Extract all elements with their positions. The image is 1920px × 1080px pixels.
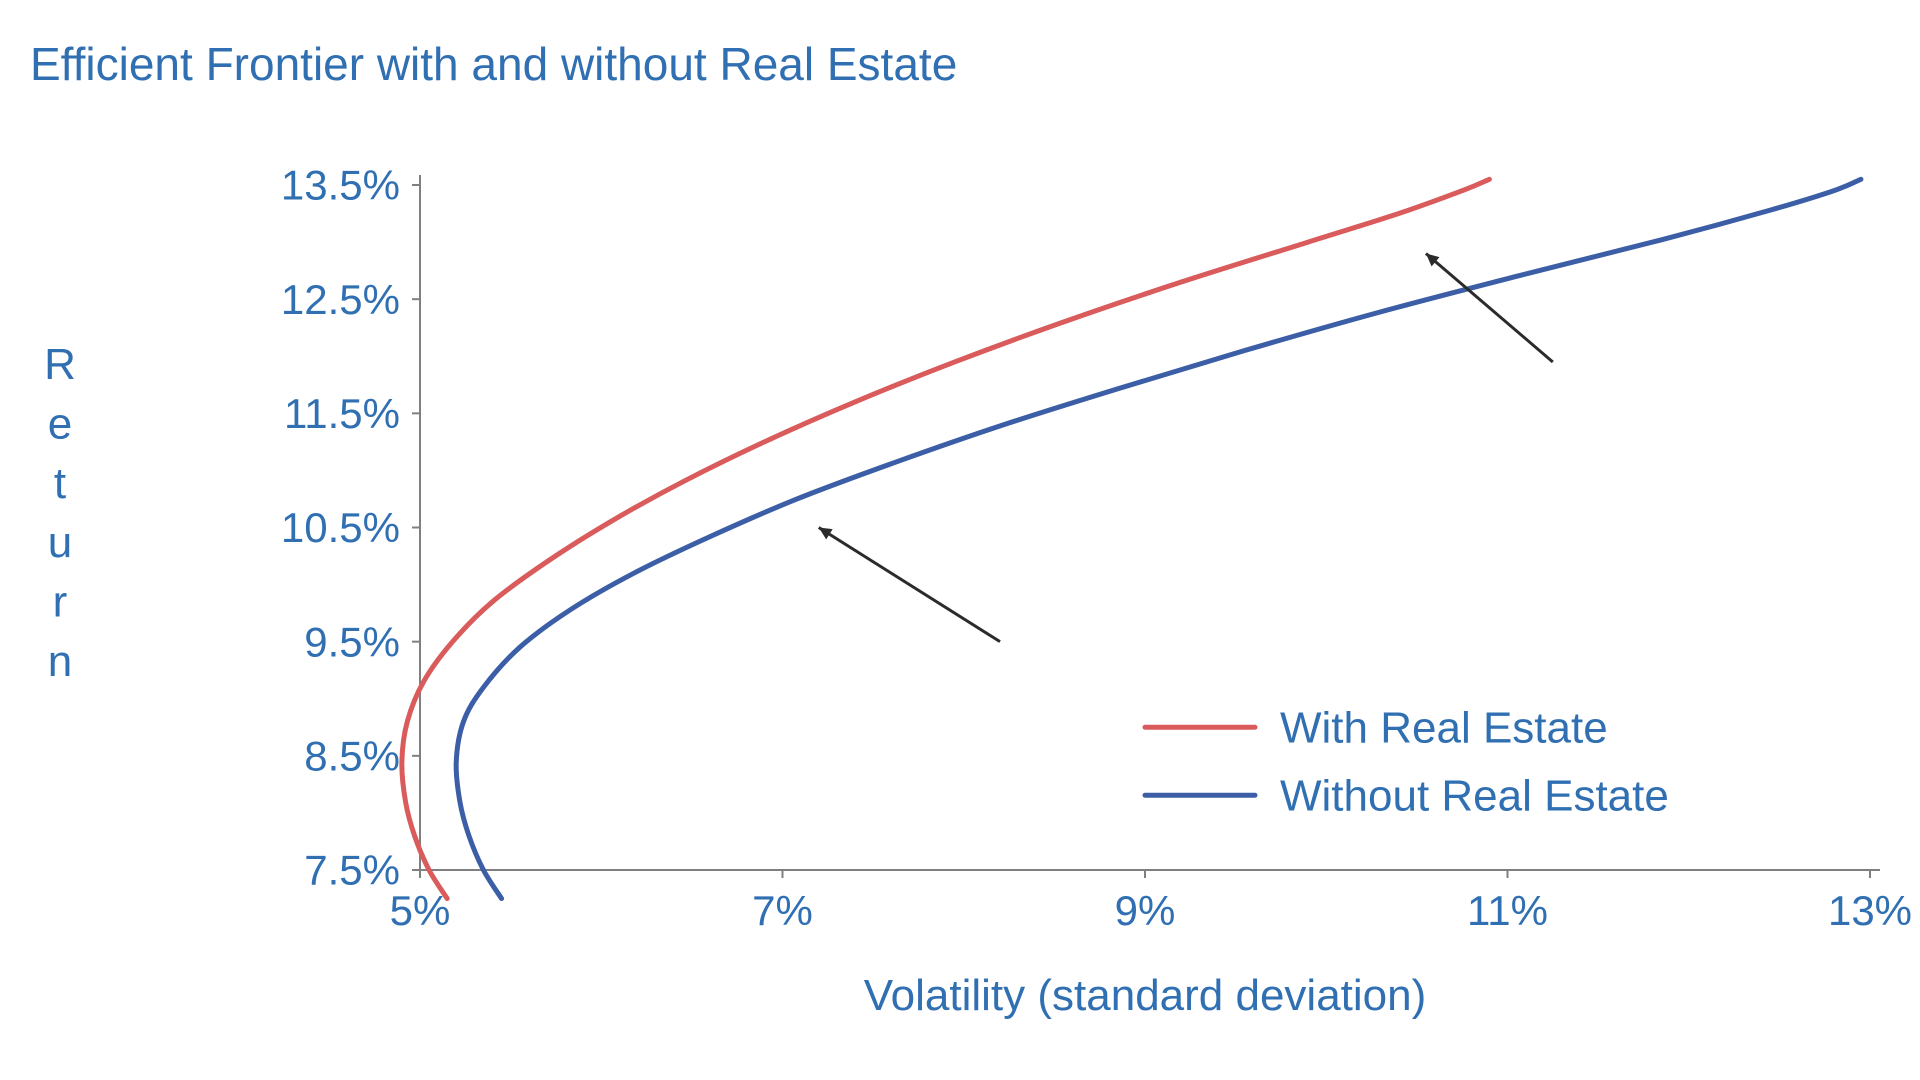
x-tick-label: 11% (1467, 887, 1548, 934)
y-tick-label: 13.5% (281, 162, 400, 209)
efficient-frontier-chart: Efficient Frontier with and without Real… (0, 0, 1920, 1080)
x-tick-label: 9% (1115, 887, 1176, 934)
y-axis-label-letter: r (53, 578, 68, 627)
y-axis-label-letter: e (48, 399, 72, 448)
y-tick-label: 7.5% (304, 847, 400, 894)
y-axis-label-letter: t (54, 459, 66, 508)
y-axis-label-letter: u (48, 518, 72, 567)
legend-label: Without Real Estate (1280, 772, 1669, 821)
x-tick-label: 7% (752, 887, 813, 934)
x-axis-label-svg: Volatility (standard deviation) (864, 971, 1427, 1020)
y-tick-label: 9.5% (304, 618, 400, 665)
y-axis-label-letter: n (48, 637, 72, 686)
y-tick-label: 12.5% (281, 276, 400, 323)
y-tick-label: 11.5% (284, 390, 400, 437)
y-tick-label: 10.5% (281, 504, 400, 551)
legend-label: With Real Estate (1280, 704, 1608, 753)
y-axis-label-letter: R (44, 340, 76, 389)
chart-title-svg: Efficient Frontier with and without Real… (30, 38, 957, 90)
y-tick-label: 8.5% (304, 733, 400, 780)
annotation-arrow (819, 528, 1000, 642)
x-tick-label: 13% (1828, 887, 1912, 934)
